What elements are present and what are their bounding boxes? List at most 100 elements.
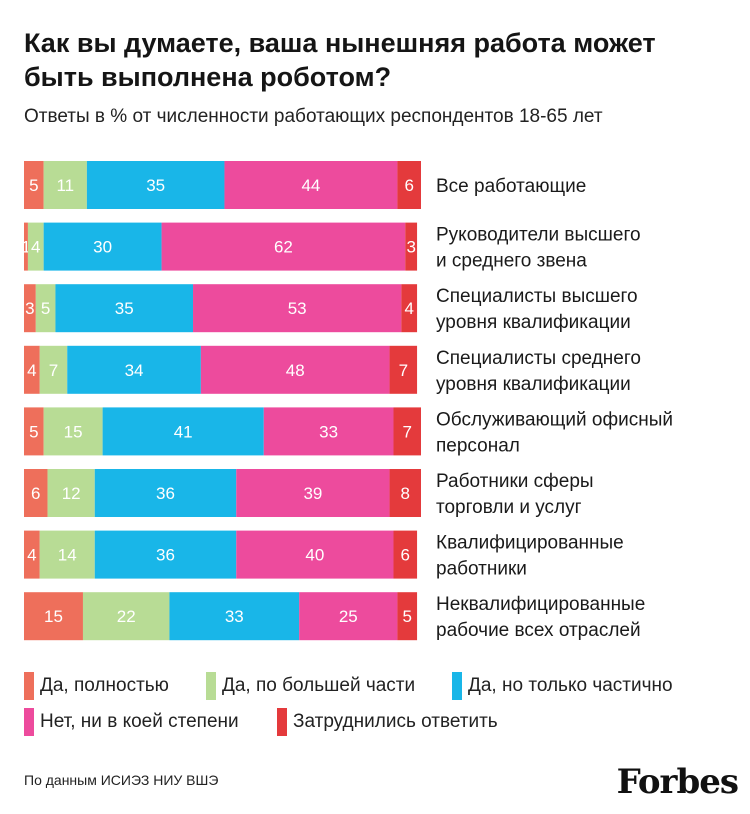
bar-value-label: 48 xyxy=(286,361,305,380)
legend-label-mostly: Да, по большей части xyxy=(222,675,416,696)
bar-segment-no xyxy=(161,222,406,271)
bar-segment-unsure xyxy=(389,469,421,517)
legend-item-unsure: Затруднились ответить xyxy=(277,708,498,736)
bar-segment-mostly xyxy=(82,592,170,641)
legend-label-partial: Да, но только частично xyxy=(468,675,673,696)
bar-segment-unsure xyxy=(389,345,418,394)
bar-segment-full xyxy=(24,345,40,394)
bar-value-label: 53 xyxy=(288,299,307,318)
bar-segment-partial xyxy=(94,469,237,517)
bar-segment-full xyxy=(24,407,44,456)
bar-segment-no xyxy=(200,345,390,394)
bar-value-label: 36 xyxy=(156,484,175,503)
bar-segment-unsure xyxy=(397,592,418,641)
bar-value-label: 6 xyxy=(31,484,40,503)
legend-item-no: Нет, ни в коей степени xyxy=(24,708,239,736)
bar-segment-full xyxy=(24,284,36,333)
bar-segment-partial xyxy=(102,407,264,456)
bar-value-label: 34 xyxy=(125,361,144,380)
bar-value-label: 40 xyxy=(305,546,324,565)
bar-segment-mostly xyxy=(27,222,44,271)
bar-segment-mostly xyxy=(39,345,68,394)
bar-segment-partial xyxy=(94,530,237,579)
bar-value-label: 4 xyxy=(27,361,36,380)
bar-value-label: 5 xyxy=(29,176,38,195)
bar-segment-no xyxy=(193,284,402,333)
bar-segment-unsure xyxy=(393,530,418,579)
bar-value-label: 3 xyxy=(406,238,415,257)
bar-value-label: 3 xyxy=(25,299,34,318)
bar-value-label: 7 xyxy=(49,361,58,380)
forbes-logo: Forbes xyxy=(616,762,739,802)
bar-value-label: 44 xyxy=(301,176,320,195)
bar-value-label: 8 xyxy=(401,484,410,503)
bar-segment-full xyxy=(24,161,44,209)
chart-title: Как вы думаете, ваша нынешняя работа мож… xyxy=(24,28,656,92)
bar-value-label: 7 xyxy=(399,361,408,380)
bar-value-label: 4 xyxy=(27,546,36,565)
bar-value-label: 41 xyxy=(174,422,193,441)
legend-item-partial: Да, но только частично xyxy=(452,672,673,700)
legend-swatch-no xyxy=(24,708,34,736)
legend-swatch-full xyxy=(24,672,34,700)
bar-value-label: 12 xyxy=(62,484,81,503)
bar-segment-unsure xyxy=(397,161,421,209)
chart-subtitle: Ответы в % от численности работающих рес… xyxy=(24,106,603,127)
bar-segment-no xyxy=(236,469,390,517)
bar-value-label: 25 xyxy=(339,607,358,626)
bar-value-label: 30 xyxy=(93,238,112,257)
bar-value-label: 5 xyxy=(41,299,50,318)
bar-value-label: 11 xyxy=(56,176,74,195)
bar-value-label: 15 xyxy=(64,422,83,441)
bar-segment-full xyxy=(24,592,83,641)
bar-value-label: 35 xyxy=(115,299,134,318)
bar-segment-mostly xyxy=(39,530,95,579)
bar-segment-partial xyxy=(55,284,194,333)
bar-value-label: 4 xyxy=(404,299,413,318)
bar-segment-partial xyxy=(86,161,225,209)
bar-value-label: 14 xyxy=(58,546,77,565)
legend-swatch-partial xyxy=(452,672,462,700)
bar-segment-partial xyxy=(43,222,162,271)
legend-label-unsure: Затруднились ответить xyxy=(293,711,498,732)
category-label: Все работающие xyxy=(436,176,586,197)
legend-item-full: Да, полностью xyxy=(24,672,169,700)
bar-segment-partial xyxy=(67,345,201,394)
category-label: Обслуживающий офисный персонал xyxy=(436,409,673,456)
bar-value-label: 6 xyxy=(401,546,410,565)
bar-value-label: 1 xyxy=(21,238,30,257)
bar-value-label: 6 xyxy=(404,176,413,195)
bar-segment-mostly xyxy=(43,161,87,209)
category-label: Специалисты высшего уровня квалификации xyxy=(436,286,638,333)
category-label: Квалифицированные работники xyxy=(436,533,624,580)
bar-segment-mostly xyxy=(47,469,95,517)
bar-value-label: 5 xyxy=(29,422,38,441)
legend-item-mostly: Да, по большей части xyxy=(206,672,415,700)
bar-segment-no xyxy=(263,407,394,456)
legend-label-no: Нет, ни в коей степени xyxy=(40,711,239,732)
bar-value-label: 7 xyxy=(403,422,412,441)
bar-value-label: 5 xyxy=(403,607,412,626)
legend-swatch-mostly xyxy=(206,672,216,700)
bar-segment-full xyxy=(24,222,28,271)
bar-value-label: 22 xyxy=(117,607,136,626)
bar-segment-no xyxy=(224,161,398,209)
category-label: Работники сферы торговли и услуг xyxy=(436,471,594,518)
bar-value-label: 36 xyxy=(156,546,175,565)
legend-swatch-unsure xyxy=(277,708,287,736)
bar-value-label: 33 xyxy=(225,607,244,626)
bar-value-label: 4 xyxy=(31,238,40,257)
category-label: Неквалифицированные рабочие всех отраслей xyxy=(436,594,645,641)
category-label: Руководители высшего и среднего звена xyxy=(436,225,641,272)
bar-value-label: 39 xyxy=(303,484,322,503)
source-note: По данным ИСИЭЗ НИУ ВШЭ xyxy=(24,772,219,788)
bar-segment-partial xyxy=(169,592,300,641)
bar-value-label: 35 xyxy=(146,176,165,195)
bar-value-label: 62 xyxy=(274,238,293,257)
legend-label-full: Да, полностью xyxy=(40,675,169,696)
category-label: Специалисты среднего уровня квалификации xyxy=(436,348,641,395)
bar-segment-mostly xyxy=(43,407,103,456)
bar-segment-unsure xyxy=(401,284,418,333)
bar-segment-unsure xyxy=(393,407,421,456)
bar-segment-no xyxy=(236,530,394,579)
